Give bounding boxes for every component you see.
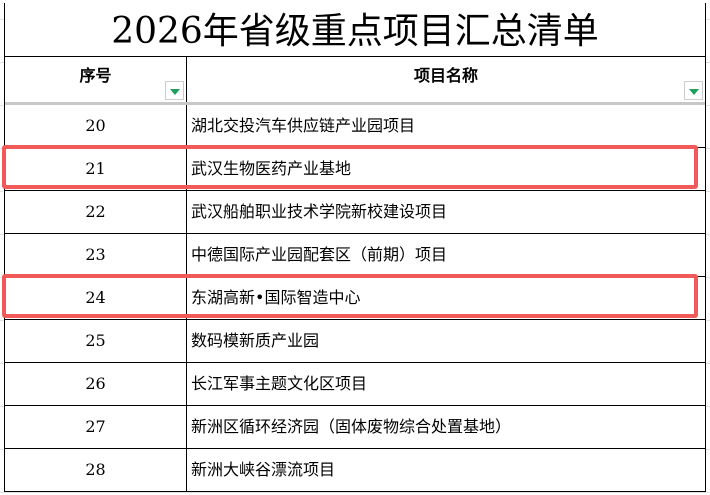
cell-name[interactable]: 长江军事主题文化区项目 — [191, 374, 368, 393]
cell-name[interactable]: 武汉船舶职业技术学院新校建设项目 — [191, 202, 448, 221]
cell-name[interactable]: 中德国际产业园配套区（前期）项目 — [191, 245, 448, 264]
header-name-label: 项目名称 — [413, 66, 478, 85]
table-row: 24 东湖高新•国际智造中心 — [5, 277, 705, 320]
header-name[interactable]: 项目名称 — [187, 57, 705, 102]
sheet-title[interactable]: 2026年省级重点项目汇总清单 — [5, 3, 705, 57]
table-row: 28 新洲大峡谷漂流项目 — [5, 449, 705, 492]
cell-name[interactable]: 新洲区循环经济园（固体废物综合处置基地） — [191, 417, 512, 436]
header-seq[interactable]: 序号 — [5, 57, 187, 102]
table-row: 25 数码模新质产业园 — [5, 320, 705, 363]
table-row: 20 湖北交投汽车供应链产业园项目 — [5, 105, 705, 148]
table-row: 23 中德国际产业园配套区（前期）项目 — [5, 234, 705, 277]
cell-seq[interactable]: 25 — [5, 320, 187, 362]
filter-dropdown-icon[interactable] — [684, 81, 703, 100]
cell-seq[interactable]: 28 — [5, 449, 187, 491]
table-row: 22 武汉船舶职业技术学院新校建设项目 — [5, 191, 705, 234]
cell-seq[interactable]: 26 — [5, 363, 187, 405]
cell-name[interactable]: 数码模新质产业园 — [191, 331, 320, 350]
spreadsheet: 2026年省级重点项目汇总清单 序号 项目名称 20 湖北交投汽车供应链产业园项目… — [4, 3, 706, 492]
cell-seq[interactable]: 27 — [5, 406, 187, 448]
cell-seq[interactable]: 21 — [5, 148, 187, 190]
cell-name[interactable]: 新洲大峡谷漂流项目 — [191, 460, 336, 479]
cell-seq[interactable]: 24 — [5, 277, 187, 319]
table-row: 21 武汉生物医药产业基地 — [5, 148, 705, 191]
table-row: 27 新洲区循环经济园（固体废物综合处置基地） — [5, 406, 705, 449]
filter-dropdown-icon[interactable] — [165, 81, 184, 100]
cell-seq[interactable]: 23 — [5, 234, 187, 276]
cell-name[interactable]: 东湖高新•国际智造中心 — [191, 288, 361, 307]
table-row: 26 长江军事主题文化区项目 — [5, 363, 705, 406]
cell-seq[interactable]: 20 — [5, 105, 187, 147]
header-row: 序号 项目名称 — [5, 57, 705, 105]
header-seq-label: 序号 — [79, 66, 112, 85]
cell-name[interactable]: 湖北交投汽车供应链产业园项目 — [191, 116, 416, 135]
cell-seq[interactable]: 22 — [5, 191, 187, 233]
cell-name[interactable]: 武汉生物医药产业基地 — [191, 159, 352, 178]
